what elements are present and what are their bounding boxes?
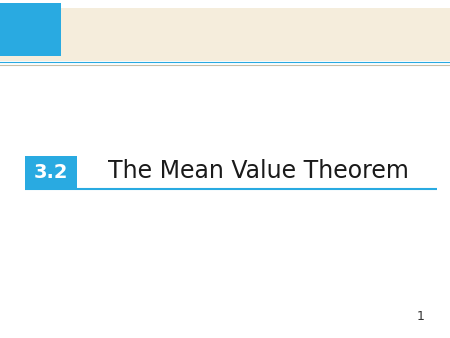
Bar	[0, 3, 61, 56]
Text: 1: 1	[417, 310, 425, 323]
Bar	[0, 8, 450, 61]
Text: 3.2: 3.2	[33, 163, 68, 182]
FancyBboxPatch shape	[25, 156, 76, 188]
Text: The Mean Value Theorem: The Mean Value Theorem	[108, 159, 409, 183]
